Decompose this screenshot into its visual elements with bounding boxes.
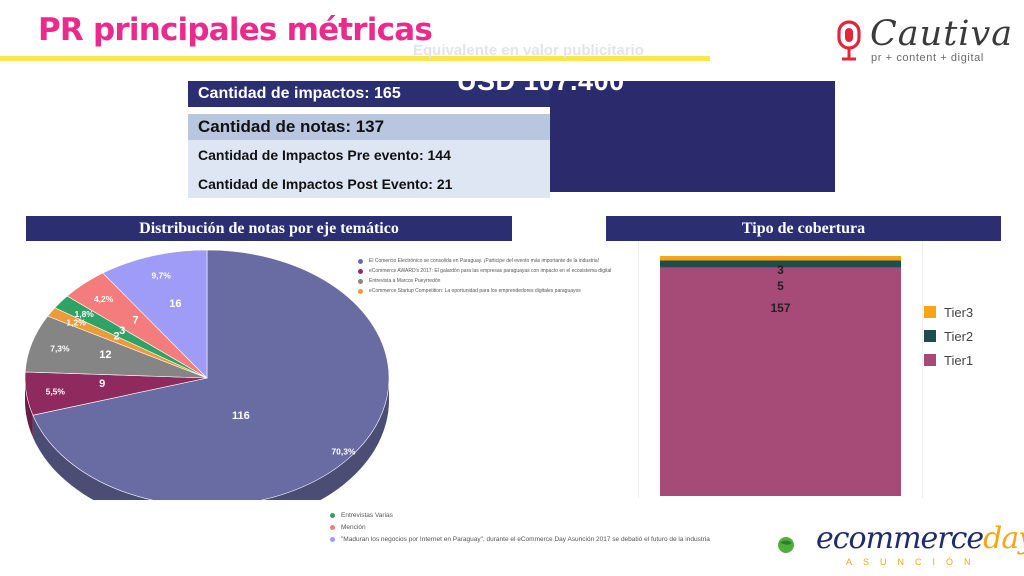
metrics-panel: Cantidad de impactos: 165 Cantidad de no… (188, 81, 550, 198)
metric-impactos: Cantidad de impactos: 165 (188, 81, 550, 107)
legend-swatch (358, 278, 363, 284)
legend-item-tier2: Tier2 (924, 324, 973, 348)
legend-swatch (924, 306, 936, 318)
legend-label: Mención (341, 523, 366, 531)
bar-segment-tier1 (660, 267, 901, 496)
pie-legend-top: El Comercio Electrónico se consolida en … (358, 256, 648, 296)
advertising-value-box (550, 81, 835, 192)
brand-tagline: pr + content + digital (871, 52, 984, 64)
bar-legend: Tier3 Tier2 Tier1 (924, 300, 973, 372)
legend-item: Entrevista a Marcos Pueyrredón (358, 276, 648, 286)
brand-name: Cautiva (870, 14, 1014, 54)
pie-value-label: 12 (99, 349, 111, 361)
pie-percent-label: 1,2% (66, 317, 86, 327)
pie-value-label: 7 (133, 314, 139, 326)
bar-chart-header: Tipo de cobertura (606, 216, 1001, 241)
bar-chart-frame (638, 241, 923, 498)
pie-percent-label: 5,5% (46, 386, 66, 396)
legend-swatch (924, 354, 936, 366)
wordmark-main: ecommerce (816, 521, 984, 556)
legend-item: Mención (330, 521, 760, 533)
legend-item: eCommerce Startup Competition: La oportu… (358, 286, 648, 296)
bar-value-label: 157 (770, 301, 790, 315)
legend-swatch (358, 268, 363, 274)
legend-label: Entrevistas Varias (341, 511, 393, 519)
pie-slice (32, 249, 390, 500)
globe-icon (778, 537, 794, 553)
legend-swatch (358, 258, 363, 264)
pie-percent-label: 9,7% (151, 270, 171, 280)
legend-label: eCommerce Startup Competition: La oportu… (369, 288, 581, 294)
metric-notas: Cantidad de notas: 137 (188, 114, 550, 140)
bar-segment-tier2 (660, 260, 901, 268)
legend-item: Entrevistas Varias (330, 509, 760, 521)
pie-value-label: 116 (232, 410, 250, 422)
ecommerce-day-logo: ecommerceday ASUNCIÓN (776, 515, 1024, 573)
advertising-value-label: Equivalente en valor publicitario (413, 42, 644, 59)
pie-value-label: 9 (99, 378, 105, 390)
cautiva-logo: Cautiva pr + content + digital (836, 14, 1016, 70)
pie-slice (102, 249, 208, 379)
legend-label: Entrevista a Marcos Pueyrredón (369, 278, 441, 284)
page-title: PR principales métricas (38, 12, 433, 48)
legend-label: eCommerce AWARD's 2017: El galardón para… (369, 268, 612, 274)
advertising-value-amount: USD 107.400 (457, 66, 625, 96)
pie-percent-label: 7,3% (50, 344, 70, 354)
pie-percent-label: 1,8% (74, 309, 94, 319)
bar-value-label: 5 (777, 279, 784, 293)
legend-swatch (330, 536, 335, 542)
pie-percent-label: 4,2% (94, 294, 114, 304)
legend-swatch (330, 524, 335, 530)
legend-label: Tier3 (944, 304, 974, 320)
event-location: ASUNCIÓN (846, 557, 982, 567)
legend-item-tier3: Tier3 (924, 300, 973, 324)
legend-item: El Comercio Electrónico se consolida en … (358, 256, 648, 266)
pie-chart-header: Distribución de notas por eje temático (26, 216, 512, 241)
pie-chart: 116 70,3% 9 5,5% 12 7,3% 2 1,2% 3 1,8% 7 4,2% 16 9,7% (24, 249, 390, 500)
pie-value-label: 3 (119, 325, 125, 337)
legend-swatch (330, 512, 335, 518)
title-underline (0, 56, 710, 61)
pie-legend-bottom: Entrevistas Varias Mención "Maduran los … (330, 509, 760, 545)
legend-swatch (924, 330, 936, 342)
legend-label: Tier1 (944, 352, 974, 368)
microphone-icon (837, 20, 861, 61)
wordmark-highlight: day (983, 521, 1024, 556)
legend-label: El Comercio Electrónico se consolida en … (369, 258, 600, 264)
pie-value-label: 2 (114, 331, 120, 343)
stacked-bar-chart: 157 5 3 (660, 256, 901, 496)
legend-label: "Maduran los negocios por Internet en Pa… (341, 535, 710, 543)
legend-label: Tier2 (944, 328, 974, 344)
legend-item-tier1: Tier1 (924, 348, 973, 372)
legend-item: eCommerce AWARD's 2017: El galardón para… (358, 266, 648, 276)
bar-segment-tier3 (660, 256, 901, 261)
metric-post-evento: Cantidad de Impactos Post Evento: 21 (188, 169, 550, 198)
legend-swatch (358, 288, 363, 294)
pie-slice-side (25, 378, 33, 438)
pie-percent-label: 70,3% (331, 446, 356, 456)
bar-value-label: 3 (777, 263, 784, 277)
pie-value-label: 16 (169, 298, 181, 310)
ecommerce-wordmark: ecommerceday (816, 521, 1024, 556)
legend-item: "Maduran los negocios por Internet en Pa… (330, 533, 760, 545)
metric-pre-evento: Cantidad de Impactos Pre evento: 144 (188, 140, 550, 169)
